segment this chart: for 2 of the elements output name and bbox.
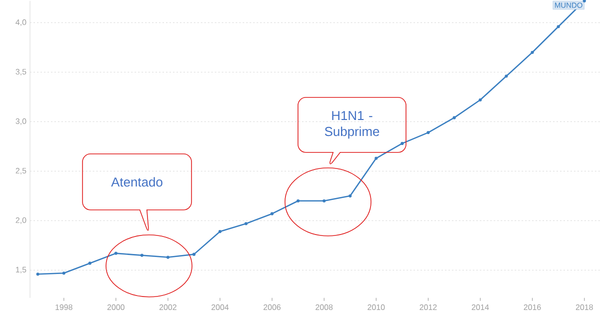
annotation: Atentado <box>111 177 162 187</box>
annotation: H1N1 - Subprime <box>324 111 380 139</box>
